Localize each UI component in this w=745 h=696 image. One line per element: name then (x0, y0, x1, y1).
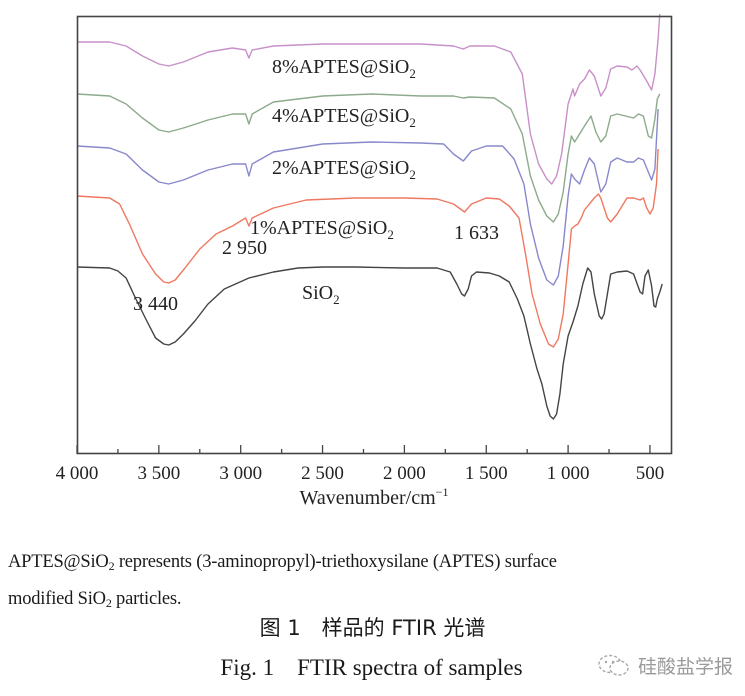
annotation-1633: 1 633 (454, 222, 499, 244)
figure-caption-chinese: 图 1 样品的 FTIR 光谱 (259, 616, 486, 640)
wechat-icon (598, 654, 629, 676)
figure-note-line-1: APTES@SiO2 represents (3-aminopropyl)-tr… (8, 552, 557, 573)
watermark-text: 硅酸盐学报 (638, 656, 734, 678)
x-tick-label: 1 500 (465, 463, 508, 484)
watermark: 硅酸盐学报 (596, 652, 733, 679)
x-tick-label: 2 500 (301, 463, 344, 484)
plot-frame (76, 15, 673, 455)
label-4pct: 4%APTES@SiO2 (272, 105, 416, 130)
x-axis-ticks (76, 445, 651, 454)
spectrum-line-1 (76, 93, 661, 223)
figure-caption-english: Fig. 1 FTIR spectra of samples (220, 655, 523, 680)
spectrum-line-0 (77, 13, 661, 185)
x-tick-label: 3 000 (219, 463, 262, 484)
ftir-chart: 4 000 3 500 3 000 2 500 2 000 1 500 1 000 500 8… (56, 13, 673, 509)
x-tick-label: 2 000 (383, 463, 426, 484)
annotation-3440: 3 440 (133, 293, 178, 315)
label-1pct: 1%APTES@SiO2 (250, 217, 394, 242)
x-axis-tick-labels: 4 000 3 500 3 000 2 500 2 000 1 500 1 000 500 (56, 463, 665, 484)
figure-note-line-2: modified SiO2 particles. (8, 589, 182, 610)
spectrum-line-2 (76, 108, 659, 286)
x-tick-label: 500 (636, 463, 665, 484)
spectrum-line-4 (76, 266, 663, 420)
x-axis-label: Wavenumber/cm−1 (300, 485, 449, 509)
label-8pct: 8%APTES@SiO2 (272, 56, 416, 81)
label-2pct: 2%APTES@SiO2 (272, 157, 416, 182)
label-sio2: SiO2 (302, 282, 340, 307)
x-tick-label: 1 000 (547, 463, 590, 484)
spectra-lines (76, 13, 663, 420)
spectrum-line-3 (76, 148, 659, 348)
annotation-2950: 2 950 (222, 237, 267, 259)
x-tick-label: 3 500 (137, 463, 180, 484)
x-tick-label: 4 000 (56, 463, 99, 484)
